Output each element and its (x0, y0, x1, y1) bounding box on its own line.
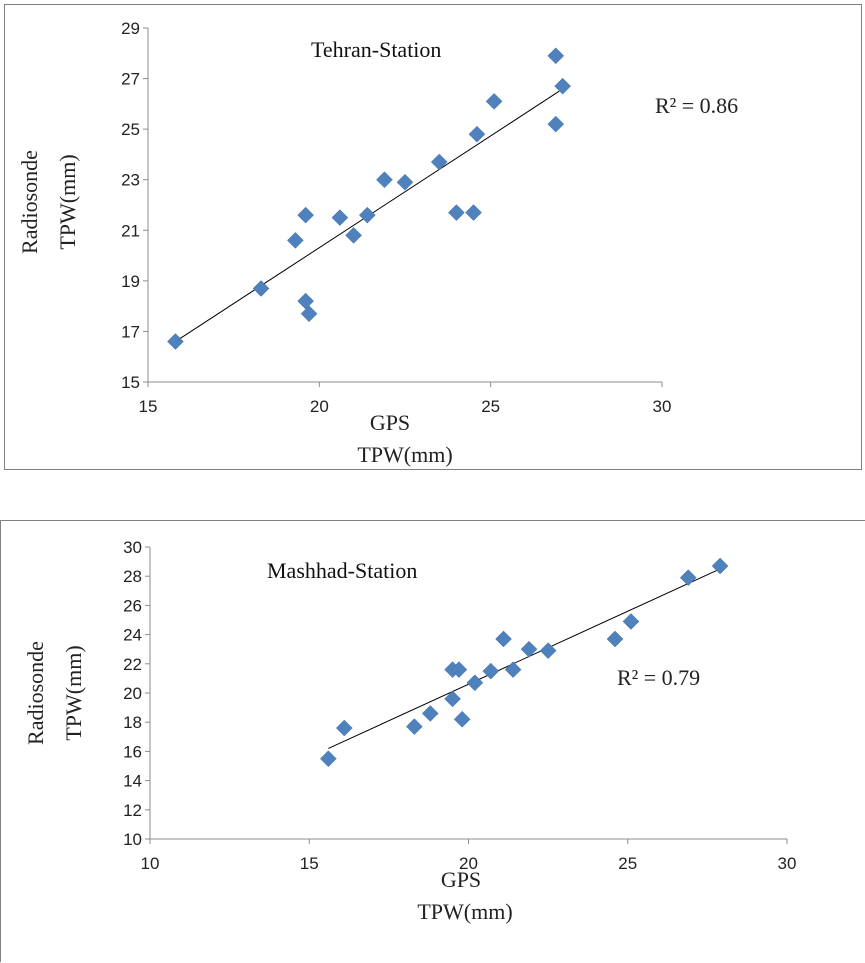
mashhad-y-tick-label: 30 (123, 538, 142, 557)
tehran-data-point (252, 280, 270, 297)
mashhad-data-point (504, 661, 522, 678)
mashhad-data-point (450, 661, 468, 678)
tehran-data-point (396, 173, 414, 191)
tehran-data-point (547, 115, 565, 133)
mashhad-x-tick-label: 20 (459, 854, 478, 873)
mashhad-y-tick-label: 12 (123, 801, 142, 820)
tehran-y-axis-label: Radiosonde (17, 150, 42, 254)
tehran-data-point (430, 153, 448, 171)
tehran-x-tick-label: 25 (481, 397, 500, 416)
mashhad-data-point (453, 710, 471, 728)
mashhad-chart-svg: 10 12 14 16 18 20 22 24 26 28 30 10 15 20 25 30 Mashhad-… (23, 538, 797, 924)
tehran-x-tick-label: 15 (139, 397, 158, 416)
tehran-y-tick-label: 17 (121, 322, 140, 341)
mashhad-data-point (679, 569, 697, 587)
mashhad-data-point (406, 718, 423, 735)
tehran-y-tick-label: 19 (121, 272, 140, 291)
mashhad-y-tick-label: 22 (123, 655, 142, 674)
mashhad-data-point (495, 630, 512, 648)
mashhad-y-tick-label: 10 (123, 830, 142, 849)
tehran-data-point (286, 232, 304, 249)
mashhad-data-point (444, 690, 461, 708)
tehran-y-tick-label: 21 (121, 221, 140, 240)
mashhad-x-tick-label: 25 (618, 854, 637, 873)
mashhad-y-axis-label: TPW(mm) (61, 645, 86, 740)
mashhad-y-tick-label: 18 (123, 713, 142, 732)
tehran-y-tick-label: 27 (121, 70, 140, 89)
mashhad-y-tick-label: 16 (123, 742, 142, 761)
tehran-data-point (547, 47, 565, 65)
mashhad-data-point (606, 630, 624, 648)
mashhad-y-tick-label: 14 (123, 772, 142, 791)
tehran-x-axis-label: GPS (370, 410, 410, 435)
mashhad-data-point (421, 705, 439, 722)
mashhad-data-point (466, 674, 484, 692)
tehran-data-point (358, 206, 376, 224)
mashhad-r-squared-annotation: R² = 0.79 (617, 665, 700, 690)
mashhad-x-tick-label: 10 (141, 854, 160, 873)
tehran-data-point (468, 125, 486, 143)
tehran-x-tick-label: 20 (310, 397, 329, 416)
mashhad-y-axis-label: Radiosonde (23, 641, 48, 745)
tehran-y-tick-label: 25 (121, 120, 140, 139)
tehran-r-squared-annotation: R² = 0.86 (655, 93, 738, 118)
mashhad-y-tick-label: 26 (123, 596, 142, 615)
tehran-chart-panel: 15 17 19 21 23 25 27 29 15 20 25 30 Tehran-Station R²… (4, 4, 862, 470)
mashhad-data-point (482, 662, 500, 680)
mashhad-chart-title: Mashhad-Station (267, 558, 417, 583)
mashhad-x-tick-label: 30 (778, 854, 797, 873)
tehran-data-point (485, 92, 503, 110)
tehran-data-point (554, 77, 571, 95)
mashhad-chart-panel: 10 12 14 16 18 20 22 24 26 28 30 10 15 20 25 30 Mashhad-… (0, 520, 865, 962)
mashhad-data-point (520, 640, 538, 658)
mashhad-data-point (539, 642, 557, 660)
mashhad-y-tick-label: 24 (123, 626, 142, 645)
tehran-chart-title: Tehran-Station (311, 37, 441, 62)
mashhad-x-tick-label: 15 (300, 854, 319, 873)
tehran-data-point (300, 305, 318, 323)
tehran-data-point (448, 204, 465, 221)
tehran-chart-svg: 15 17 19 21 23 25 27 29 15 20 25 30 Tehran-Station R²… (17, 19, 738, 467)
tehran-x-tick-label: 30 (653, 397, 672, 416)
tehran-y-tick-label: 29 (121, 19, 140, 38)
tehran-data-point (297, 292, 314, 310)
tehran-y-tick-label: 15 (121, 373, 140, 392)
mashhad-data-point (335, 719, 353, 737)
tehran-data-point (167, 333, 184, 350)
mashhad-data-point (711, 557, 729, 575)
tehran-y-tick-label: 23 (121, 171, 140, 190)
mashhad-y-tick-label: 20 (123, 684, 142, 703)
tehran-data-point (345, 226, 362, 244)
mashhad-data-point (622, 613, 640, 630)
mashhad-data-point (320, 750, 337, 768)
tehran-y-axis-label: TPW(mm) (55, 154, 80, 249)
mashhad-x-axis-label: TPW(mm) (417, 899, 512, 924)
mashhad-y-tick-label: 28 (123, 567, 142, 586)
tehran-data-point (297, 206, 314, 224)
tehran-data-point (465, 204, 482, 221)
mashhad-trendline (328, 566, 724, 749)
tehran-x-axis-label: TPW(mm) (357, 442, 452, 467)
tehran-data-point (376, 171, 393, 189)
mashhad-x-axis-label: GPS (441, 867, 481, 892)
tehran-data-point (331, 209, 349, 226)
